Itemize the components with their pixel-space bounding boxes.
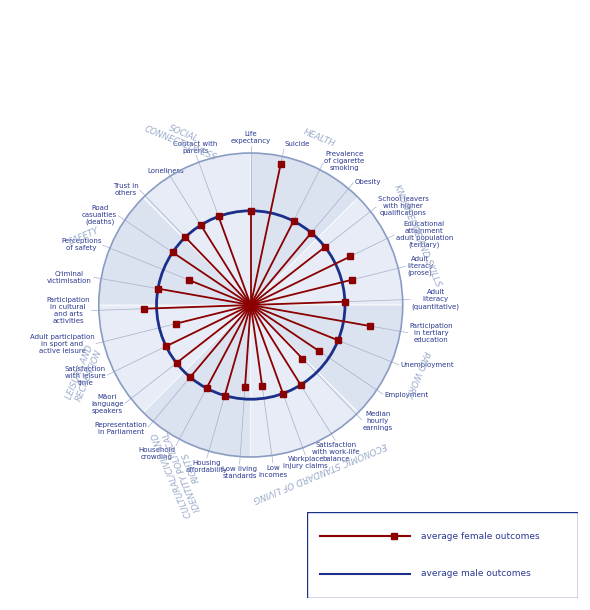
Wedge shape — [99, 198, 251, 305]
Text: PAID WORK: PAID WORK — [404, 350, 431, 398]
Text: Satisfaction
with work-life
balance: Satisfaction with work-life balance — [312, 442, 360, 462]
Text: CULTURAL/CIVIL AND
IDENTITY POLITICAL
RIGHTS: CULTURAL/CIVIL AND IDENTITY POLITICAL RI… — [150, 423, 213, 519]
Wedge shape — [251, 305, 358, 457]
Text: Māori
language
speakers: Māori language speakers — [91, 394, 124, 414]
Text: Prevalence
of cigarette
smoking: Prevalence of cigarette smoking — [324, 151, 364, 171]
Text: Employment: Employment — [384, 392, 428, 398]
Text: Participation
in cultural
and arts
activities: Participation in cultural and arts activ… — [46, 297, 90, 324]
Text: Representation
in Parliament: Representation in Parliament — [94, 422, 147, 435]
Text: Suicide: Suicide — [284, 142, 310, 148]
Text: Participation
in tertiary
education: Participation in tertiary education — [409, 323, 453, 343]
Wedge shape — [251, 198, 403, 305]
Text: Adult participation
in sport and
active leisure: Adult participation in sport and active … — [30, 334, 94, 354]
Text: Household
crowding: Household crowding — [138, 447, 175, 460]
Text: Housing
affordability: Housing affordability — [185, 460, 227, 473]
Text: Satisfaction
with leisure
time: Satisfaction with leisure time — [65, 365, 106, 386]
Text: Median
hourly
earnings: Median hourly earnings — [363, 411, 393, 431]
Text: average female outcomes: average female outcomes — [421, 532, 539, 541]
FancyBboxPatch shape — [307, 512, 578, 598]
Text: ECONOMIC STANDARD OF LIVING: ECONOMIC STANDARD OF LIVING — [251, 440, 388, 503]
Text: Low
incomes: Low incomes — [258, 465, 288, 478]
Text: SOCIAL
CONNECTEDNESS: SOCIAL CONNECTEDNESS — [142, 115, 221, 162]
Text: LEISURE AND
RECREATION: LEISURE AND RECREATION — [64, 343, 104, 404]
Text: Workplace
injury claims: Workplace injury claims — [283, 456, 328, 469]
Text: HEALTH: HEALTH — [302, 128, 337, 149]
Wedge shape — [99, 305, 251, 412]
Text: School leavers
with higher
qualifications: School leavers with higher qualification… — [378, 196, 428, 216]
Text: Educational
attainment
adult population
(tertiary): Educational attainment adult population … — [395, 221, 453, 248]
Text: average male outcomes: average male outcomes — [421, 569, 530, 578]
Text: Adult
literacy
(prose): Adult literacy (prose) — [407, 256, 433, 276]
Text: Unemployment: Unemployment — [400, 362, 454, 368]
Text: Life
expectancy: Life expectancy — [231, 131, 271, 144]
Text: Low living
standards: Low living standards — [222, 465, 257, 479]
Text: Criminal
victimisation: Criminal victimisation — [47, 270, 92, 284]
Text: Loneliness: Loneliness — [147, 168, 183, 174]
Text: Trust in
others: Trust in others — [113, 182, 139, 196]
Text: Obesity: Obesity — [355, 179, 381, 185]
Text: Adult
literacy
(quantitative): Adult literacy (quantitative) — [412, 289, 460, 310]
Wedge shape — [251, 153, 358, 305]
Text: KNOWLEDGE AND SKILLS: KNOWLEDGE AND SKILLS — [392, 184, 442, 289]
Text: Perceptions
of safety: Perceptions of safety — [61, 238, 101, 251]
Text: SAFETY: SAFETY — [68, 226, 101, 246]
Wedge shape — [143, 305, 251, 457]
Text: Contact with
parents: Contact with parents — [173, 141, 218, 154]
Wedge shape — [143, 153, 251, 305]
Wedge shape — [251, 305, 403, 412]
Text: Road
casualties
(deaths): Road casualties (deaths) — [82, 205, 117, 225]
